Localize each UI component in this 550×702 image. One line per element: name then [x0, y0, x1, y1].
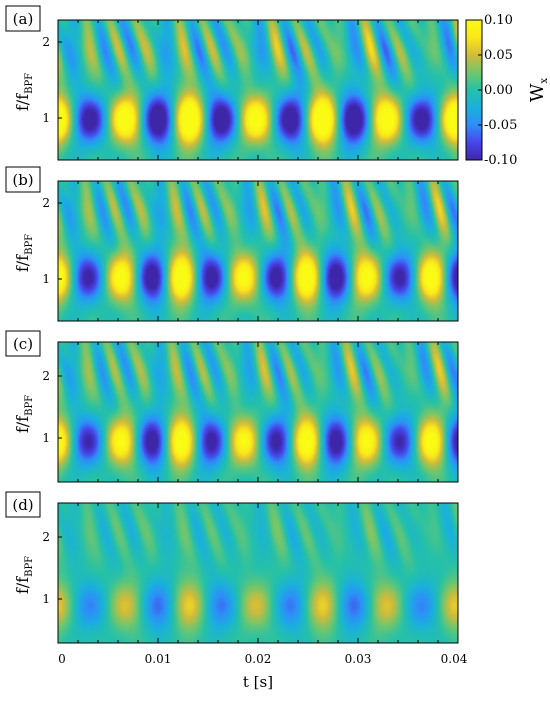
panel-label-a: (a) [5, 5, 41, 32]
y-axis-label-c: f/fBPF [13, 395, 35, 433]
colorbar-tick-label-5: -0.10 [484, 153, 517, 168]
panel-label-b: (b) [5, 166, 41, 193]
x-tick-marks-b [57, 181, 459, 321]
y-tick-label-1-d: 1 [42, 592, 50, 606]
colorbar-tick-label-1: 0.10 [484, 13, 513, 28]
y-tick-label-2-c: 2 [42, 369, 50, 383]
svg-text:(a): (a) [13, 10, 34, 28]
x-tick-marks-c [57, 342, 459, 482]
svg-text:(c): (c) [13, 335, 33, 353]
y-tick-label-1-a: 1 [42, 111, 50, 125]
x-axis-label: t [s] [243, 673, 273, 691]
x-tick-label-0.04: 0.04 [441, 652, 468, 666]
x-tick-marks-d [57, 503, 459, 643]
colorbar: 0.10 0.05 0.00 -0.05 -0.10 Wx [465, 13, 550, 168]
svg-text:(b): (b) [12, 171, 33, 189]
x-tick-marks-a [57, 20, 459, 160]
colorbar-tick-label-2: 0.05 [484, 48, 513, 63]
x-tick-label-0.02: 0.02 [245, 652, 272, 666]
panel-label-c: (c) [5, 330, 41, 357]
panel-a: 1 2 f/fBPF [13, 19, 459, 161]
panel-b: 1 2 f/fBPF [13, 180, 459, 322]
panel-label-d: (d) [5, 491, 41, 518]
y-tick-label-2-b: 2 [42, 196, 50, 210]
colorbar-tick-label-4: -0.05 [484, 118, 517, 133]
heatmap-c [58, 342, 458, 482]
colorbar-tick-label-3: 0.00 [484, 83, 513, 98]
x-tick-label-0.01: 0.01 [145, 652, 172, 666]
y-tick-label-2-d: 2 [42, 530, 50, 544]
y-axis-label-d: f/fBPF [13, 556, 35, 594]
y-tick-label-1-b: 1 [42, 272, 50, 286]
svg-text:(d): (d) [12, 496, 33, 514]
panel-d: 1 2 f/fBPF 0 0.01 0.02 0.03 0.04 t [s] [13, 502, 468, 691]
colorbar-label: Wx [527, 78, 550, 103]
heatmap-b [58, 181, 458, 321]
y-tick-label-2-a: 2 [42, 35, 50, 49]
panel-c: 1 2 f/fBPF [13, 341, 459, 483]
x-tick-label-0.03: 0.03 [345, 652, 372, 666]
heatmap-a [58, 20, 458, 160]
y-axis-label-b: f/fBPF [13, 234, 35, 272]
y-axis-label-a: f/fBPF [13, 73, 35, 111]
y-tick-label-1-c: 1 [42, 431, 50, 445]
x-tick-label-0: 0 [58, 652, 66, 666]
heatmap-d [58, 503, 458, 643]
